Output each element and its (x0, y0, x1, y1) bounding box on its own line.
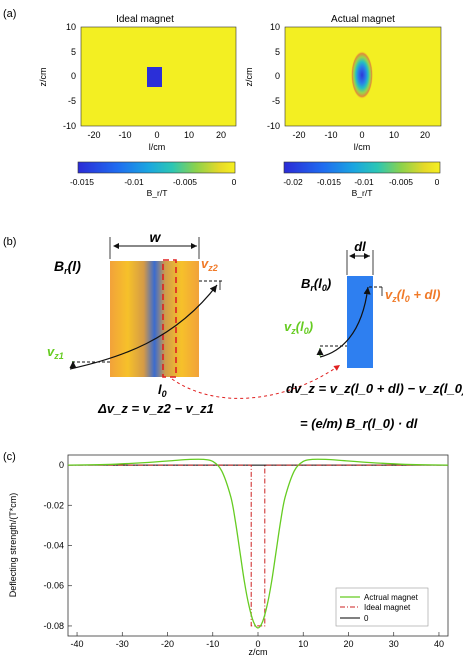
map-ideal-ytick-2: 0 (71, 71, 76, 81)
vz1-label: vz1 (47, 344, 64, 361)
x-tick-label: -20 (161, 639, 174, 649)
width-label: w (150, 229, 162, 245)
map-actual: Actual magnet 10 5 0 -5 -10 z/cm -20 -10… (244, 14, 442, 198)
map-actual-ytick-3: -5 (272, 96, 280, 106)
map-actual-xtick-2: 0 (359, 130, 364, 140)
map-actual-cbar-tick-1: -0.015 (317, 177, 341, 187)
map-actual-cbar-tick-2: -0.01 (354, 177, 374, 187)
map-actual-cbar-tick-0: -0.02 (283, 177, 303, 187)
map-ideal-cbar-tick-1: -0.01 (124, 177, 144, 187)
map-ideal-ytick-4: -10 (63, 121, 76, 131)
map-ideal-cbar-tick-2: -0.005 (173, 177, 197, 187)
zoom-connector-arrow (171, 364, 341, 399)
map-actual-ytick-0: 10 (270, 22, 280, 32)
br-l0-label: Br(l0) (301, 276, 331, 293)
legend-label-ideal: Ideal magnet (364, 603, 411, 612)
map-ideal-title: Ideal magnet (116, 14, 174, 25)
map-ideal-ytick-1: 5 (71, 47, 76, 57)
map-ideal-xtick-1: -10 (118, 130, 131, 140)
y-tick-label: -0.08 (43, 621, 64, 631)
x-tick-label: -40 (71, 639, 84, 649)
map-actual-field-spot (351, 51, 373, 99)
map-ideal-cbar-tick-3: 0 (232, 177, 237, 187)
x-tick-label: 20 (343, 639, 353, 649)
map-actual-ylabel: z/cm (244, 68, 254, 87)
map-actual-cbar-tick-3: -0.005 (389, 177, 413, 187)
map-actual-ytick-1: 5 (275, 47, 280, 57)
map-actual-xtick-4: 20 (420, 130, 430, 140)
y-tick-label: 0 (59, 460, 64, 470)
series-line-0 (67, 458, 449, 629)
dvz-equation-line2: = (e/m) B_r(l_0) · dl (300, 416, 418, 431)
map-ideal-xtick-0: -20 (87, 130, 100, 140)
dvz-equation-line1: dv_z = v_z(l_0 + dl) − v_z(l_0) (286, 381, 463, 396)
map-ideal-ytick-0: 10 (66, 22, 76, 32)
vz2-label: vz2 (201, 256, 218, 273)
x-tick-label: 10 (298, 639, 308, 649)
legend-label-zero: 0 (364, 614, 369, 623)
element-trajectory (319, 286, 371, 358)
panel-label-a: (a) (3, 8, 16, 20)
map-ideal-xtick-2: 0 (154, 130, 159, 140)
y-tick-label: -0.02 (43, 500, 64, 510)
slice-marker (162, 259, 177, 378)
map-ideal-xlabel: l/cm (149, 142, 166, 152)
map-ideal-cbar-tick-0: -0.015 (70, 177, 94, 187)
panel-label-c: (c) (3, 451, 16, 463)
map-ideal-magnet-block (147, 67, 162, 87)
dl-field-element (347, 276, 373, 368)
map-actual-ytick-4: -10 (267, 121, 280, 131)
legend-label-actual: Actrual magnet (364, 593, 419, 602)
map-ideal-xtick-3: 10 (184, 130, 194, 140)
x-tick-label: -30 (116, 639, 129, 649)
map-ideal-colorbar (77, 161, 236, 174)
x-tick-label: -10 (206, 639, 219, 649)
x-tick-label: 40 (434, 639, 444, 649)
map-ideal-ylabel: z/cm (38, 68, 48, 87)
vz-l0dl-label: vz(l0 + dl) (385, 287, 440, 304)
l0-label: l0 (158, 382, 167, 399)
map-actual-colorbar (283, 161, 441, 174)
series-group (67, 458, 449, 629)
vz-l0-label: vz(l0) (284, 319, 313, 336)
map-actual-xlabel: l/cm (354, 142, 371, 152)
map-actual-cbar-label: B_r/T (352, 188, 373, 198)
y-tick-label: -0.04 (43, 541, 64, 551)
delta-vz-equation: Δv_z = v_z2 − v_z1 (97, 401, 214, 416)
map-actual-xtick-0: -20 (292, 130, 305, 140)
x-tick-label: 0 (255, 639, 260, 649)
map-ideal-xtick-4: 20 (216, 130, 226, 140)
map-actual-cbar-tick-4: 0 (435, 177, 440, 187)
magnet-field-block (110, 261, 199, 377)
series-line-1 (68, 464, 448, 627)
map-actual-ytick-2: 0 (275, 71, 280, 81)
y-tick-label: -0.06 (43, 581, 64, 591)
deflecting-strength-chart: 0 -0.02 -0.04 -0.06 -0.08 -40 -30 -20 -10 0 10 20 3… (8, 454, 449, 657)
y-axis-label: Deflecting strength/(T*cm) (8, 493, 18, 598)
map-actual-title: Actual magnet (331, 14, 395, 25)
x-axis-label: z/cm (249, 647, 268, 657)
dl-label: dl (354, 239, 366, 254)
map-actual-xtick-3: 10 (389, 130, 399, 140)
x-tick-group: -40 -30 -20 -10 0 10 20 30 40 (71, 632, 444, 649)
panel-label-b: (b) (3, 236, 16, 248)
legend: Actrual magnet Ideal magnet 0 (335, 587, 429, 627)
map-actual-xtick-1: -10 (324, 130, 337, 140)
x-tick-label: 30 (389, 639, 399, 649)
map-ideal: Ideal magnet 10 5 0 -5 -10 z/cm -20 -10 … (38, 14, 237, 198)
map-ideal-ytick-3: -5 (68, 96, 76, 106)
deflection-diagram: w Br(l) vz2 vz1 l0 Δv_z = v_z2 − v_z1 dl… (47, 229, 463, 431)
particle-trajectory (69, 284, 218, 370)
br-l-label: Br(l) (54, 258, 81, 276)
map-ideal-cbar-label: B_r/T (147, 188, 168, 198)
